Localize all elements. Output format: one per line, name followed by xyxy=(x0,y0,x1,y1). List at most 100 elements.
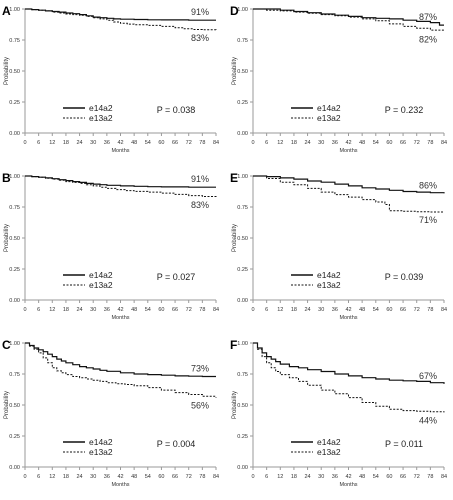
end-label-e14a2: 86% xyxy=(419,180,437,190)
panel-label: E xyxy=(230,171,238,185)
x-tick-label: 72 xyxy=(414,307,420,313)
y-tick-label: 0.50 xyxy=(9,69,20,75)
x-tick-label: 6 xyxy=(37,140,40,146)
x-tick-label: 72 xyxy=(186,140,192,146)
x-tick-label: 18 xyxy=(63,140,69,146)
x-tick-label: 30 xyxy=(90,307,96,313)
x-tick-label: 30 xyxy=(318,140,324,146)
x-tick-label: 42 xyxy=(117,140,123,146)
legend-label-e14a2: e14a2 xyxy=(89,103,113,113)
y-tick-label: 0.00 xyxy=(237,298,248,304)
y-axis-title: Probability xyxy=(232,57,238,85)
x-tick-label: 18 xyxy=(291,474,297,480)
x-tick-label: 24 xyxy=(305,140,311,146)
end-label-e14a2: 73% xyxy=(191,363,209,373)
y-tick-label: 1.00 xyxy=(237,174,248,180)
x-tick-label: 66 xyxy=(400,474,406,480)
series-line-e13a2 xyxy=(25,8,217,31)
panel-label: B xyxy=(2,171,11,185)
x-tick-label: 72 xyxy=(186,474,192,480)
x-axis-title: Months xyxy=(111,148,129,154)
x-tick-label: 6 xyxy=(265,140,268,146)
x-tick-label: 84 xyxy=(441,307,447,313)
x-tick-label: 84 xyxy=(213,474,219,480)
panel-a: A 0 6 12 18 24 30 36 42 48 54 60 66 72 78 84 0.00 0.25 0.5… xyxy=(2,4,219,154)
x-tick-label: 48 xyxy=(359,474,365,480)
x-tick-label: 12 xyxy=(49,307,55,313)
x-tick-label: 0 xyxy=(23,140,26,146)
y-tick-label: 0.25 xyxy=(237,434,248,440)
y-tick-label: 0.00 xyxy=(237,131,248,137)
legend-label-e14a2: e14a2 xyxy=(89,270,113,280)
x-tick-label: 84 xyxy=(441,140,447,146)
x-tick-label: 12 xyxy=(277,474,283,480)
x-tick-label: 6 xyxy=(37,307,40,313)
legend-label-e13a2: e13a2 xyxy=(317,113,341,123)
x-tick-label: 36 xyxy=(104,474,110,480)
series-line-e13a2 xyxy=(25,175,217,198)
x-tick-label: 60 xyxy=(386,140,392,146)
legend-label-e13a2: e13a2 xyxy=(89,280,113,290)
x-tick-label: 6 xyxy=(37,474,40,480)
y-tick-label: 1.00 xyxy=(9,174,20,180)
y-tick-label: 0.00 xyxy=(9,131,20,137)
y-tick-label: 0.75 xyxy=(9,38,20,44)
y-tick-label: 0.25 xyxy=(9,100,20,106)
x-tick-label: 24 xyxy=(77,474,83,480)
x-axis-title: Months xyxy=(339,148,357,154)
y-tick-label: 0.50 xyxy=(237,69,248,75)
x-tick-label: 66 xyxy=(400,140,406,146)
x-tick-label: 72 xyxy=(186,307,192,313)
legend-label-e13a2: e13a2 xyxy=(317,280,341,290)
x-tick-label: 24 xyxy=(305,307,311,313)
x-axis-title: Months xyxy=(339,482,357,488)
panel-c: C 0 6 12 18 24 30 36 42 48 54 60 66 72 78 84 0.00 0.25 0.5… xyxy=(2,338,219,488)
end-label-e13a2: 83% xyxy=(191,33,209,43)
panel-d: D 0 6 12 18 24 30 36 42 48 54 60 66 72 78 84 0.00 0.25 0.5… xyxy=(230,4,447,154)
x-tick-label: 54 xyxy=(145,307,151,313)
x-tick-label: 84 xyxy=(213,140,219,146)
y-tick-label: 1.00 xyxy=(237,7,248,13)
end-label-e14a2: 91% xyxy=(191,7,209,17)
x-tick-label: 54 xyxy=(373,307,379,313)
x-tick-label: 42 xyxy=(345,307,351,313)
y-axis-title: Probability xyxy=(4,391,10,419)
p-value: P = 0.011 xyxy=(385,439,423,449)
x-tick-label: 12 xyxy=(49,474,55,480)
x-tick-label: 30 xyxy=(318,474,324,480)
x-tick-label: 48 xyxy=(131,474,137,480)
y-tick-label: 0.50 xyxy=(9,236,20,242)
x-tick-label: 84 xyxy=(213,307,219,313)
x-axis-title: Months xyxy=(111,482,129,488)
y-tick-label: 0.50 xyxy=(237,236,248,242)
y-tick-label: 0.75 xyxy=(237,372,248,378)
series-line-e14a2 xyxy=(25,8,216,21)
x-tick-label: 6 xyxy=(265,474,268,480)
panel-f: F 0 6 12 18 24 30 36 42 48 54 60 66 72 78 84 0.00 0.25 0.5… xyxy=(230,338,447,488)
y-tick-label: 0.25 xyxy=(237,100,248,106)
y-axis-title: Probability xyxy=(232,224,238,252)
y-tick-label: 0.00 xyxy=(9,465,20,471)
y-tick-label: 0.25 xyxy=(9,434,20,440)
p-value: P = 0.038 xyxy=(157,105,196,115)
series-line-e14a2 xyxy=(253,8,444,26)
y-tick-label: 0.00 xyxy=(9,298,20,304)
y-tick-label: 0.75 xyxy=(9,372,20,378)
x-tick-label: 72 xyxy=(414,474,420,480)
x-tick-label: 30 xyxy=(318,307,324,313)
y-tick-label: 0.50 xyxy=(9,403,20,409)
x-tick-label: 60 xyxy=(158,474,164,480)
y-axis-title: Probability xyxy=(4,57,10,85)
x-tick-label: 54 xyxy=(373,140,379,146)
x-tick-label: 36 xyxy=(332,307,338,313)
y-tick-label: 0.00 xyxy=(237,465,248,471)
series-line-e13a2 xyxy=(253,175,444,213)
legend-label-e14a2: e14a2 xyxy=(317,270,341,280)
x-tick-label: 54 xyxy=(145,140,151,146)
end-label-e13a2: 71% xyxy=(419,215,437,225)
x-tick-label: 78 xyxy=(199,474,205,480)
y-tick-label: 0.75 xyxy=(237,205,248,211)
x-tick-label: 0 xyxy=(251,474,254,480)
series-line-e13a2 xyxy=(25,342,217,398)
x-tick-label: 48 xyxy=(359,307,365,313)
